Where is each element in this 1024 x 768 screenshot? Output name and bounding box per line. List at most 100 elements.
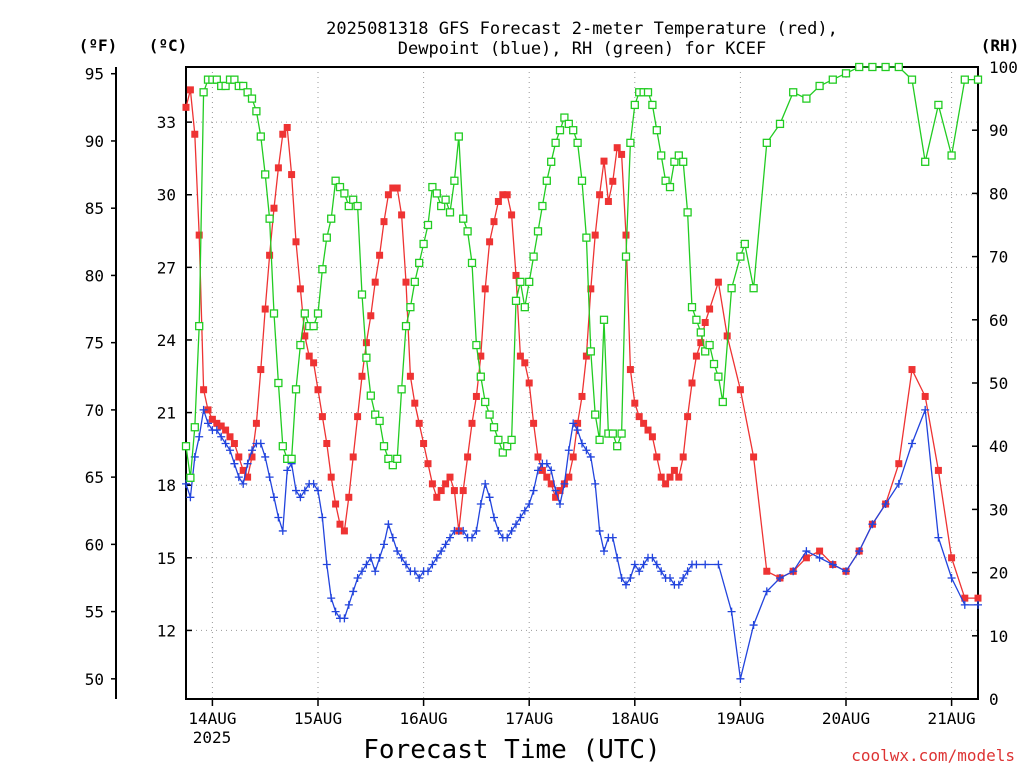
rh-point (907, 75, 917, 84)
dewpoint-point (762, 587, 771, 596)
dewpoint-point (947, 573, 956, 582)
rh-point (560, 113, 569, 122)
dewpoint-point (652, 560, 661, 569)
rh-point (613, 442, 622, 451)
dewpoint-point (366, 553, 375, 562)
dewpoint-point (586, 452, 595, 461)
dewpoint-point (204, 419, 212, 428)
temperature-point (701, 318, 709, 326)
temperature-point (446, 473, 454, 481)
rh-point (828, 75, 837, 84)
rh-point (287, 454, 296, 463)
x-tick-label: 14AUG (188, 709, 236, 728)
dewpoint-point (516, 513, 525, 522)
dewpoint-point (828, 560, 837, 569)
rh-point (696, 328, 705, 337)
rh-point (419, 239, 428, 249)
dewpoint-point (437, 547, 446, 556)
rh-point (630, 100, 639, 110)
dewpoint-point (855, 547, 864, 556)
rh-tick-label: 80 (989, 184, 1008, 203)
rh-point (705, 340, 714, 350)
rh-point (494, 435, 503, 445)
temperature-point (640, 419, 648, 427)
rh-point (652, 126, 661, 135)
temperature-point (675, 473, 683, 481)
temperature-point (376, 251, 384, 259)
dewpoint-point (683, 567, 692, 576)
fahrenheit-tick-label: 50 (85, 670, 104, 689)
rh-point (665, 182, 675, 192)
rh-point (401, 321, 411, 331)
dewpoint-point (613, 553, 622, 562)
temperature-point (534, 453, 542, 461)
dewpoint-point (591, 479, 600, 488)
rh-point (683, 208, 692, 217)
dewpoint-point (802, 547, 811, 556)
rh-tick-label: 50 (989, 374, 1008, 393)
rh-point (230, 75, 239, 84)
rh-point (595, 435, 604, 445)
temperature-point (494, 197, 502, 205)
dewpoint-point (573, 426, 582, 435)
dewpoint-point (472, 526, 481, 535)
dewpoint-point (292, 486, 300, 495)
temperature-point (763, 567, 771, 575)
rh-point (313, 309, 323, 318)
temperature-point (217, 422, 225, 430)
rh-point (749, 284, 758, 293)
dewpoint-point (362, 560, 371, 569)
dewpoint-point (564, 446, 573, 455)
rh-point (516, 277, 525, 287)
rh-point (894, 62, 903, 72)
temperature-point (380, 218, 388, 226)
rh-tick-label: 70 (989, 248, 1008, 267)
dewpoint-point (402, 560, 410, 569)
temperature-point (582, 352, 590, 360)
rh-point (511, 296, 521, 305)
rh-point (555, 126, 565, 135)
dewpoint-point (270, 493, 278, 502)
temperature-point (512, 271, 520, 279)
data-series (181, 62, 983, 683)
temperature-point (226, 433, 234, 441)
rh-tick-label: 0 (989, 690, 999, 709)
temperature-point (613, 144, 621, 152)
rh-point (340, 189, 349, 198)
fahrenheit-tick-label: 55 (85, 603, 104, 622)
dewpoint-point (380, 540, 388, 549)
chart-title-line-2: Dewpoint (blue), RH (green) for KCEF (398, 39, 766, 59)
rh-point (701, 347, 710, 356)
celsius-tick-label: 30 (157, 186, 176, 205)
dewpoint-point (248, 446, 256, 455)
temperature-point (521, 359, 529, 367)
rh-unit-label: (RH) (981, 36, 1020, 55)
dewpoint-point (600, 547, 608, 556)
celsius-tick-label: 33 (157, 113, 176, 132)
dewpoint-point (815, 553, 824, 562)
x-tick-label: 20AUG (822, 709, 870, 728)
temperature-point (666, 473, 674, 481)
rh-point (709, 359, 719, 369)
temperature-point (604, 197, 612, 205)
temperature-point (499, 191, 507, 199)
rh-point (344, 201, 353, 211)
rh-point (643, 88, 653, 97)
dewpoint-point (371, 567, 380, 576)
temperature-point (468, 419, 476, 427)
temperature-point (609, 177, 617, 185)
temperature-point (314, 386, 322, 394)
temperature-point (503, 191, 511, 199)
dewpoint-point (908, 439, 916, 448)
fahrenheit-unit-label: (ºF) (79, 36, 118, 55)
temperature-point (538, 466, 546, 474)
rh-point (960, 75, 969, 84)
rh-point (428, 182, 437, 192)
dewpoint-point (749, 621, 758, 630)
dewpoint-point (327, 594, 336, 603)
dewpoint-point (868, 520, 877, 529)
dewpoint-point (894, 479, 903, 488)
celsius-tick-label: 12 (157, 621, 176, 640)
temperature-point (802, 554, 810, 562)
dewpoint-point (560, 479, 569, 488)
